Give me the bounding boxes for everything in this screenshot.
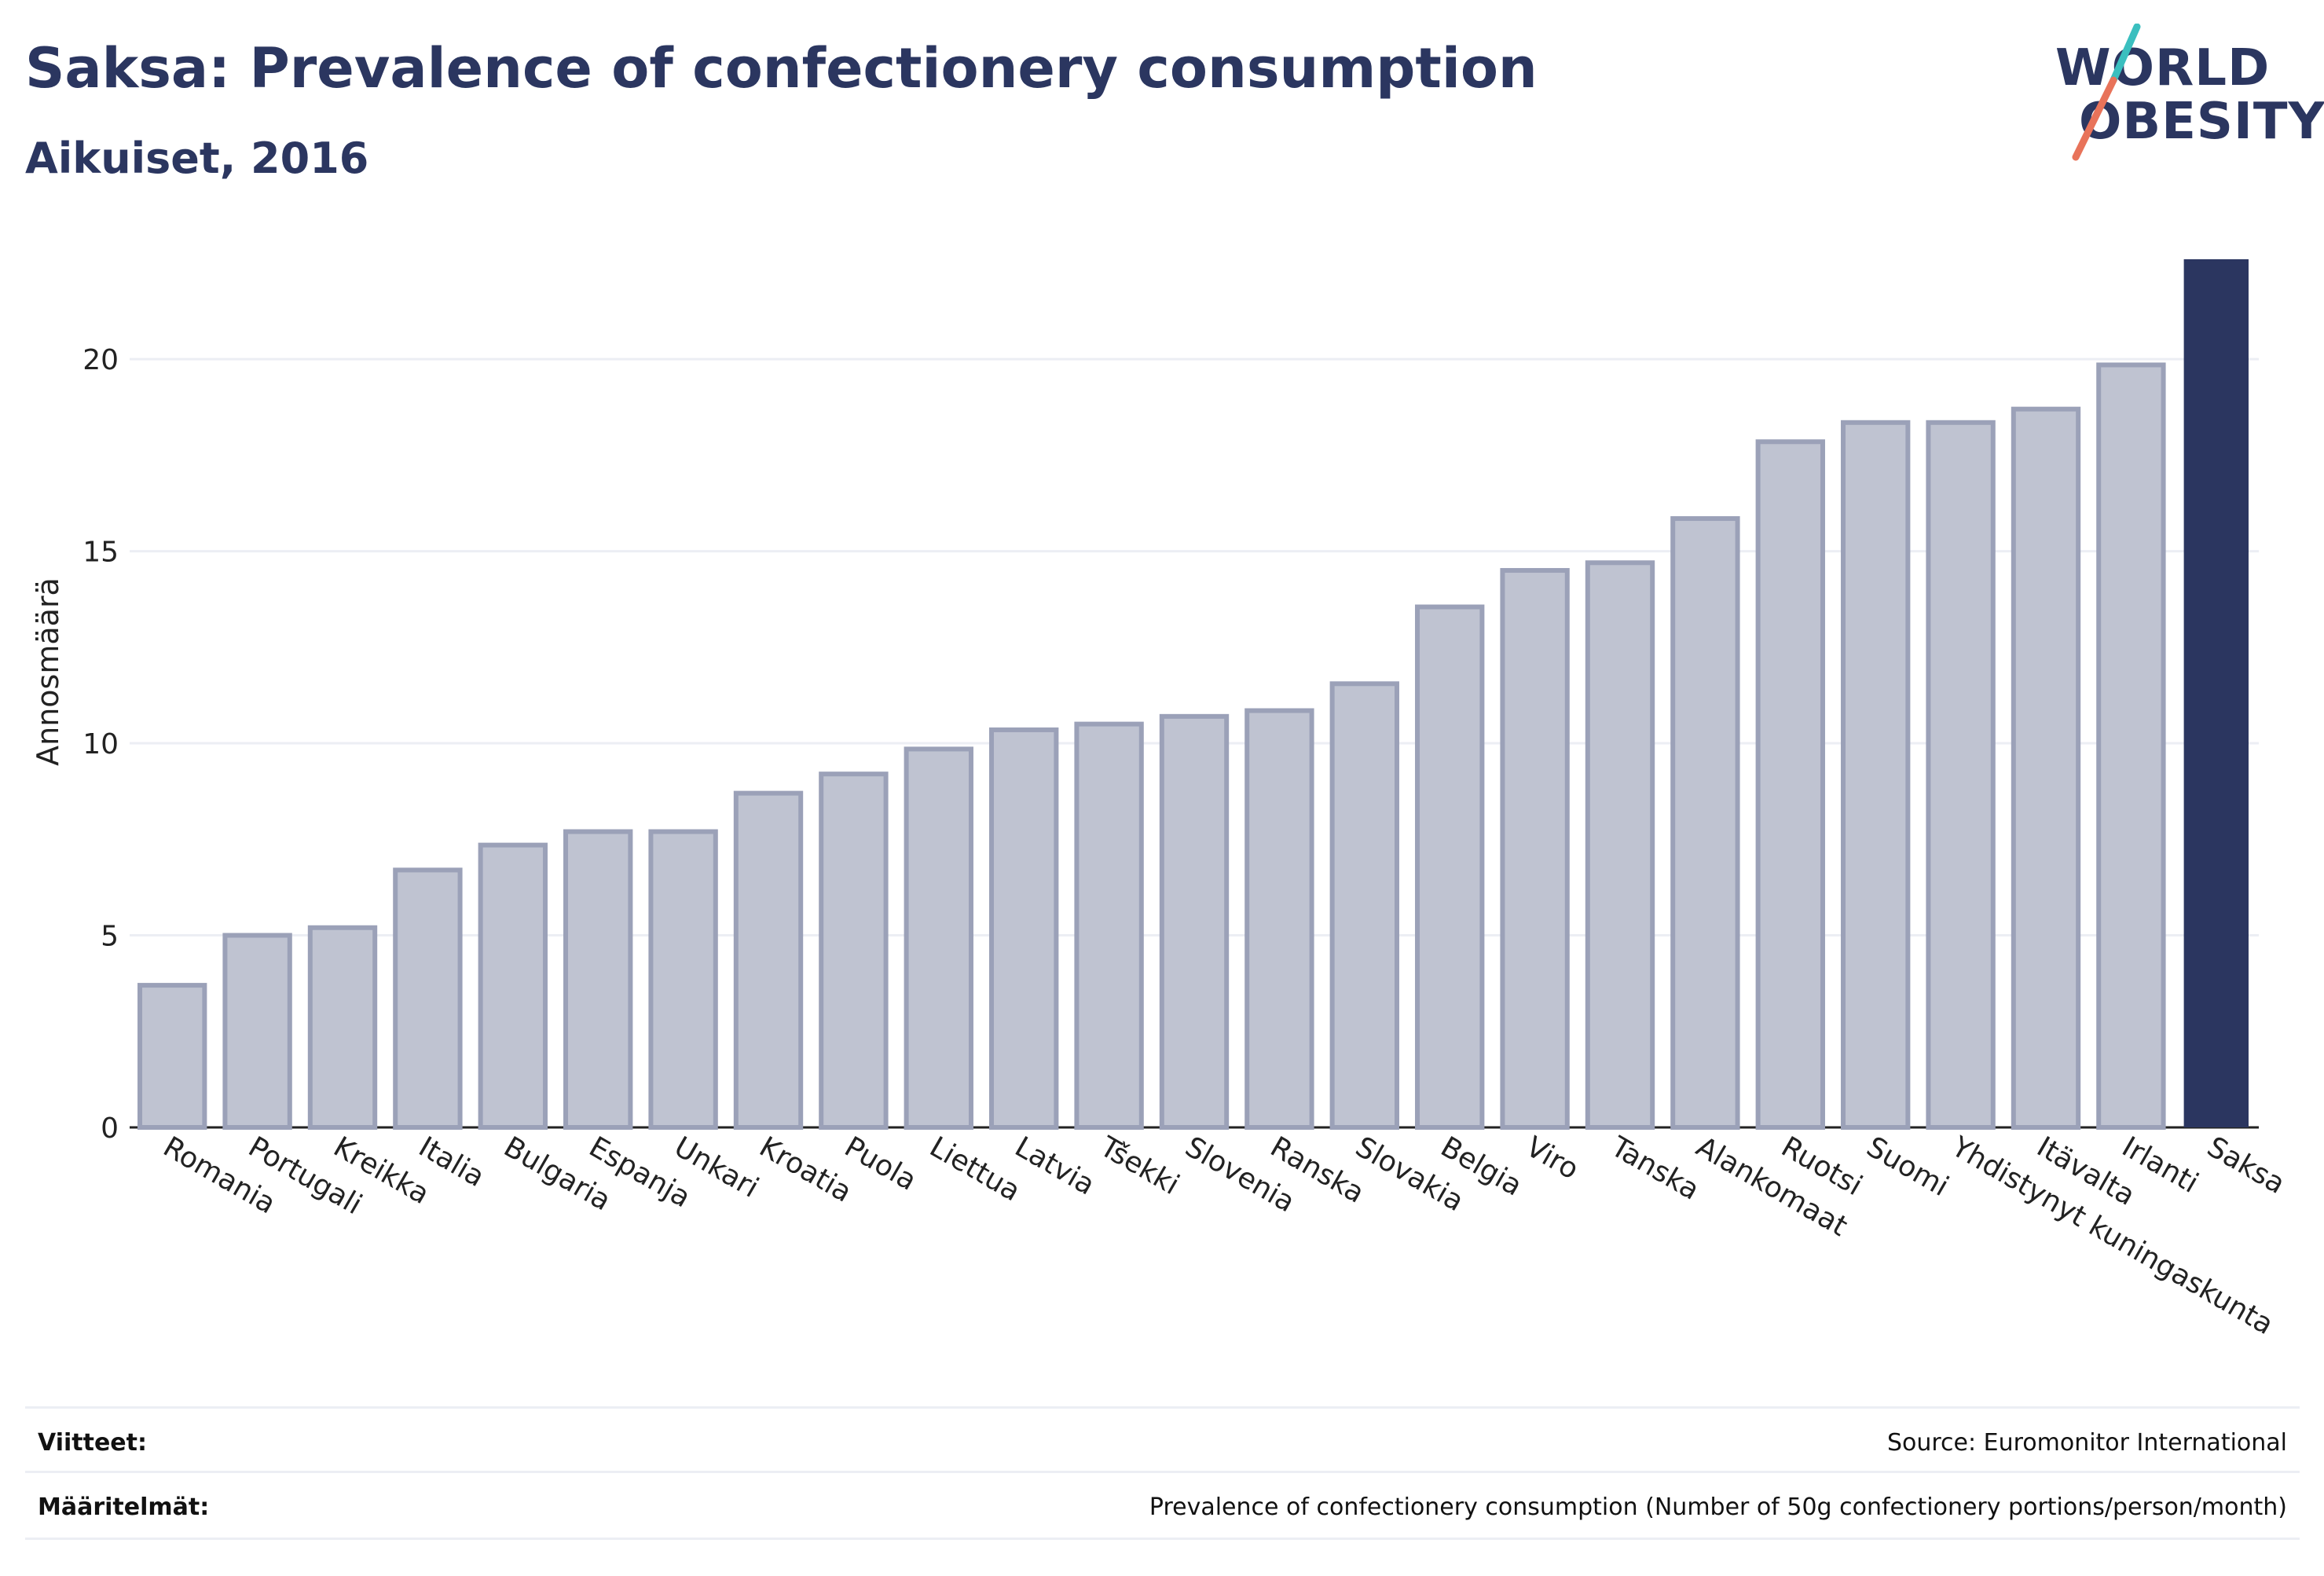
bar-romania	[137, 983, 207, 1130]
x-tick-label: Tšekki	[1094, 1131, 1184, 1201]
x-tick-label: Latvia	[1010, 1131, 1100, 1201]
bar-ruotsi	[1755, 439, 1825, 1130]
x-tick-label: Liettua	[924, 1131, 1025, 1208]
bar-bulgaria	[478, 842, 548, 1130]
x-tick-label: Suomi	[1861, 1131, 1954, 1203]
bar-latvia	[989, 727, 1059, 1130]
bars	[137, 259, 2249, 1131]
x-tick-label: Tanska	[1605, 1131, 1705, 1207]
bar-italia	[393, 867, 463, 1130]
definitions-value: Prevalence of confectionery consumption …	[1149, 1494, 2287, 1521]
bar-belgia	[1415, 604, 1485, 1130]
y-tick-label: 5	[101, 921, 119, 953]
logo-text-world: WORLD	[2055, 39, 2271, 97]
y-axis-label: Annosmäärä	[31, 577, 65, 766]
references-label: Viitteet:	[38, 1429, 147, 1457]
y-tick-label: 20	[82, 344, 119, 376]
chart-subtitle: Aikuiset, 2016	[25, 134, 369, 183]
bar-espanja	[563, 829, 633, 1130]
bar-tanska	[1585, 560, 1655, 1130]
y-tick-label: 15	[82, 537, 119, 569]
bar-liettua	[904, 746, 973, 1130]
x-tick-label: Kroatia	[754, 1131, 857, 1208]
references-value: Source: Euromonitor International	[1886, 1429, 2287, 1457]
x-tick-label: Viro	[1520, 1131, 1584, 1186]
logo-slash-icon	[2072, 24, 2141, 161]
bar-itävalta	[2011, 406, 2081, 1130]
bar-yhdistynyt-kuningaskunta	[1926, 420, 1996, 1130]
y-tick-label: 0	[101, 1112, 119, 1145]
footer-references-row: Viitteet: Source: Euromonitor Internatio…	[25, 1406, 2300, 1473]
bar-slovenia	[1159, 713, 1230, 1130]
bar-slovakia	[1329, 681, 1399, 1130]
footer-definitions-row: Määritelmät: Prevalence of confectionery…	[25, 1471, 2300, 1540]
bar-puola	[819, 772, 889, 1130]
y-axis-ticks: 0 5 10 15 20	[82, 344, 119, 1145]
world-obesity-logo: WORLD OBESITY	[2043, 24, 2324, 165]
bar-kroatia	[733, 790, 804, 1130]
bar-suomi	[1841, 420, 1911, 1130]
bar-saksa	[2183, 259, 2249, 1127]
bar-alankomaat	[1670, 516, 1740, 1130]
bar-irlanti	[2096, 362, 2166, 1131]
x-tick-label: Saksa	[2201, 1131, 2290, 1200]
bar-kreikka	[307, 925, 378, 1130]
bar-portugali	[222, 933, 292, 1131]
bar-tšekki	[1074, 721, 1144, 1130]
logo-text-obesity: OBESITY	[2079, 93, 2324, 151]
chart-title: Saksa: Prevalence of confectionery consu…	[25, 36, 1538, 101]
bar-unkari	[648, 829, 718, 1130]
definitions-label: Määritelmät:	[38, 1494, 210, 1521]
y-tick-label: 10	[82, 728, 119, 761]
bar-viro	[1500, 568, 1570, 1130]
bar-ranska	[1244, 708, 1314, 1130]
